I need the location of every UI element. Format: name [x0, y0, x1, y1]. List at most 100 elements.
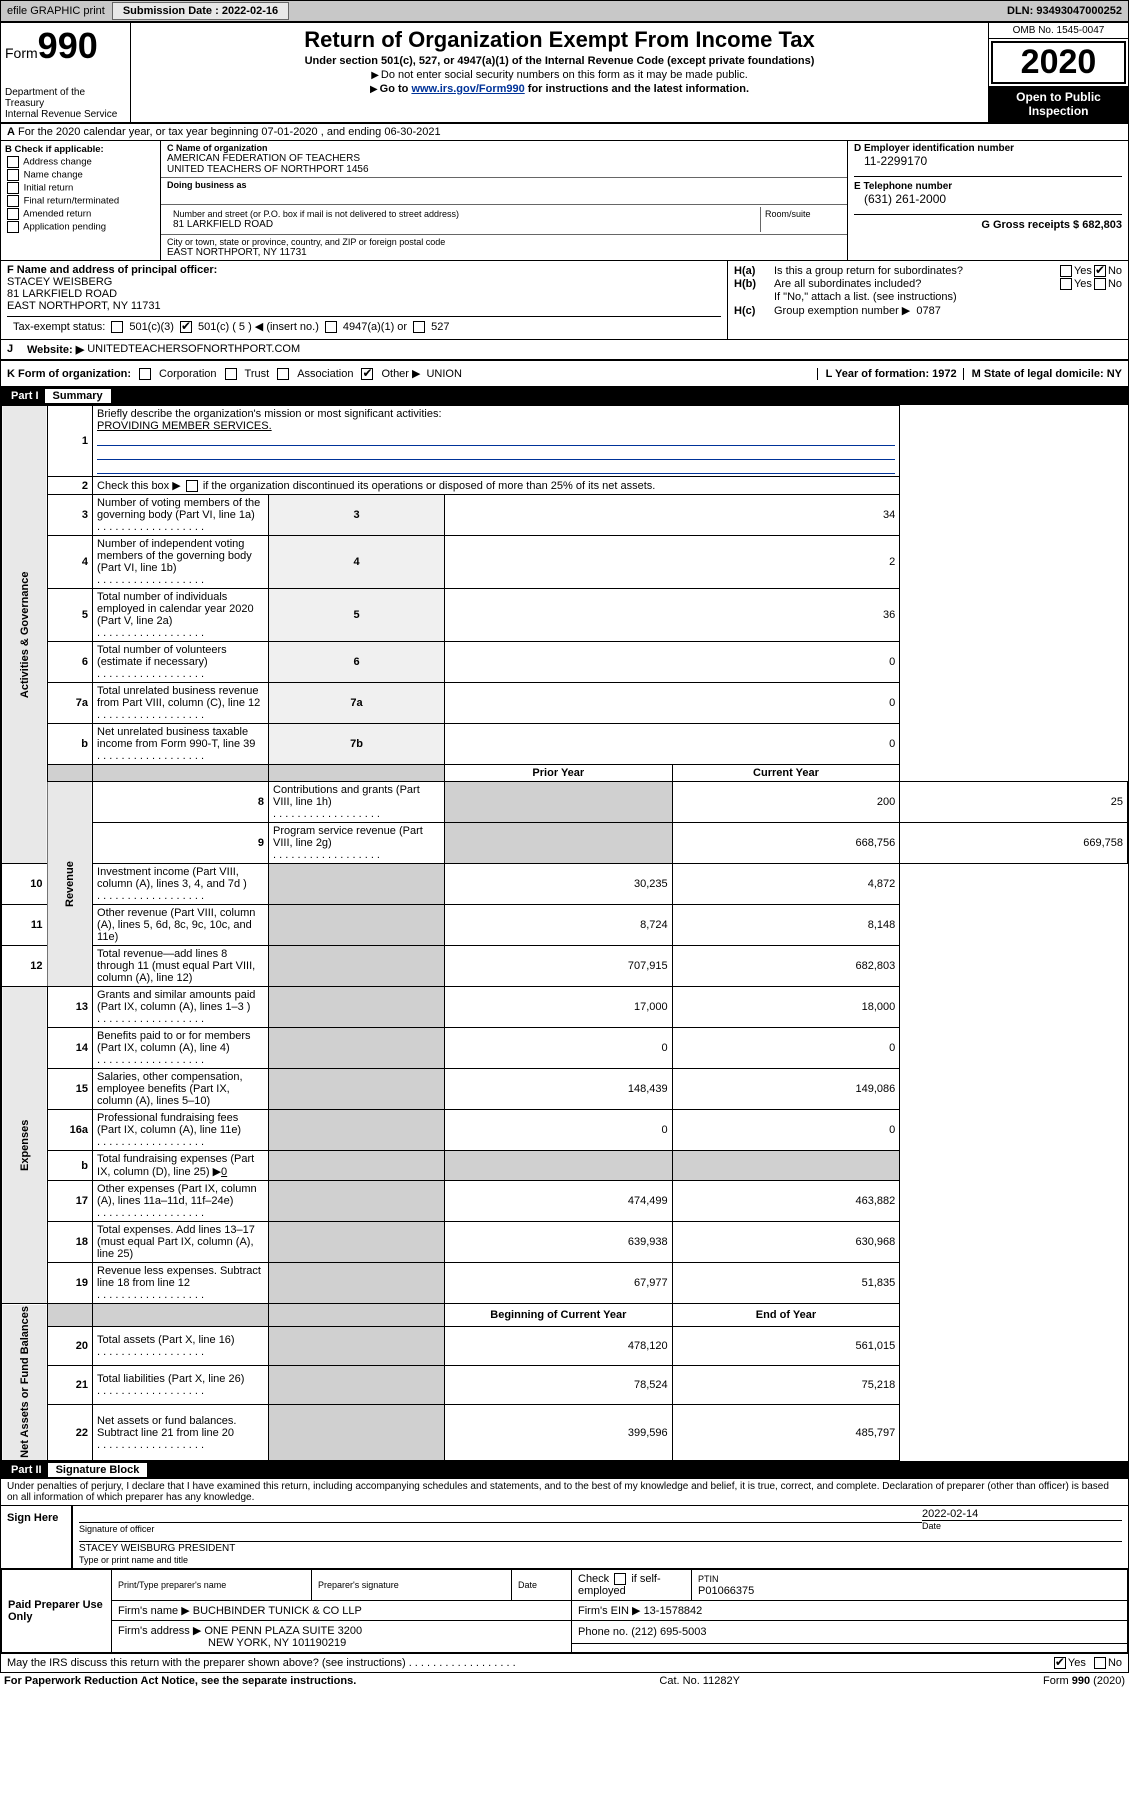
officer-label: F Name and address of principal officer: [7, 264, 217, 276]
org-name: AMERICAN FEDERATION OF TEACHERS UNITED T… [167, 153, 841, 175]
column-d: D Employer identification number 11-2299… [848, 141, 1128, 260]
discuss-row: May the IRS discuss this return with the… [1, 1653, 1128, 1672]
irs-link[interactable]: www.irs.gov/Form990 [411, 83, 524, 95]
cb-trust[interactable] [225, 368, 237, 380]
gross-box: G Gross receipts $ 682,803 [854, 214, 1122, 231]
sig-name-title: STACEY WEISBURG PRESIDENT [79, 1543, 235, 1554]
cb-hb-no[interactable] [1094, 278, 1106, 290]
note2-post: for instructions and the latest informat… [525, 83, 749, 95]
cb-self-employed[interactable] [614, 1573, 626, 1585]
ein-value: 11-2299170 [854, 154, 1122, 168]
header-left: Form990 Department of the Treasury Inter… [1, 23, 131, 122]
room-label: Room/suite [761, 207, 841, 232]
cb-other[interactable] [361, 368, 373, 380]
firm-name: BUCHBINDER TUNICK & CO LLP [193, 1605, 362, 1617]
col-b-label: B Check if applicable: [5, 144, 104, 155]
k-label: K Form of organization: [7, 368, 131, 380]
m-state: M State of legal domicile: NY [972, 368, 1122, 380]
cb-corp[interactable] [139, 368, 151, 380]
footer-right: Form 990 (2020) [1043, 1675, 1125, 1687]
ptin-value: P01066375 [698, 1585, 754, 1597]
4947-label: 4947(a)(1) or [343, 321, 407, 333]
form-subtitle: Under section 501(c), 527, or 4947(a)(1)… [137, 55, 982, 67]
firm-ein: 13-1578842 [644, 1605, 703, 1617]
cb-hb-yes[interactable] [1060, 278, 1072, 290]
tax-year: 2020 [991, 41, 1126, 84]
street-address: 81 LARKFIELD ROAD [173, 219, 273, 230]
part1-title: Summary [45, 389, 111, 403]
cb-527[interactable] [413, 321, 425, 333]
part2-title: Signature Block [48, 1463, 148, 1477]
city-value: EAST NORTHPORT, NY 11731 [167, 247, 841, 258]
cb-discuss-yes[interactable] [1054, 1657, 1066, 1669]
gross-label: G Gross receipts $ [981, 219, 1079, 231]
part2-num: Part II [7, 1464, 46, 1476]
dba-cell: Doing business as [161, 178, 847, 205]
note-ssn: Do not enter social security numbers on … [137, 69, 982, 81]
h-note: If "No," attach a list. (see instruction… [734, 291, 1122, 303]
firm-phone: (212) 695-5003 [631, 1626, 706, 1638]
cb-name-change[interactable]: Name change [5, 169, 156, 181]
efile-label: efile GRAPHIC print [1, 3, 111, 19]
cb-initial-return[interactable]: Initial return [5, 182, 156, 194]
sig-officer-label: Signature of officer [79, 1524, 154, 1534]
cb-app-pending[interactable]: Application pending [5, 221, 156, 233]
gross-value: 682,803 [1082, 219, 1122, 231]
cb-501c5[interactable] [180, 321, 192, 333]
j-label: J [7, 343, 27, 356]
hc-text: Group exemption number ▶ [774, 304, 910, 317]
website-label: Website: ▶ [27, 343, 84, 356]
cb-amended[interactable]: Amended return [5, 208, 156, 220]
page-footer: For Paperwork Reduction Act Notice, see … [0, 1673, 1129, 1689]
cb-discuss-no[interactable] [1094, 1657, 1106, 1669]
addr-cell: Number and street (or P.O. box if mail i… [161, 205, 847, 235]
form-label: Form [5, 45, 38, 61]
form-header: Form990 Department of the Treasury Inter… [1, 23, 1128, 124]
hc-value: 0787 [916, 305, 940, 317]
sig-date-value: 2022-02-14 [922, 1508, 978, 1520]
cb-l2[interactable] [186, 480, 198, 492]
officer-name: STACEY WEISBERG [7, 276, 721, 288]
dept-label: Department of the Treasury Internal Reve… [5, 87, 126, 120]
cb-4947[interactable] [325, 321, 337, 333]
tax-year-text: For the 2020 calendar year, or tax year … [18, 126, 441, 138]
dln-label: DLN: 93493047000252 [1007, 5, 1128, 17]
phone-value: (631) 261-2000 [854, 192, 1122, 206]
tax-exempt-row: Tax-exempt status: 501(c)(3) 501(c) ( 5 … [7, 316, 721, 336]
l1-text: Briefly describe the organization's miss… [97, 408, 441, 420]
cb-501c3[interactable] [111, 321, 123, 333]
l1-value: PROVIDING MEMBER SERVICES. [97, 420, 272, 432]
cb-final-return[interactable]: Final return/terminated [5, 195, 156, 207]
part2-header: Part II Signature Block [1, 1461, 1128, 1479]
open-to-public: Open to Public Inspection [989, 86, 1128, 122]
paid-preparer-label: Paid Preparer Use Only [2, 1569, 112, 1652]
submission-date-button[interactable]: Submission Date : 2022-02-16 [112, 2, 289, 20]
note1-text: Do not enter social security numbers on … [381, 69, 748, 81]
column-b: B Check if applicable: Address change Na… [1, 141, 161, 260]
tax-exempt-label: Tax-exempt status: [13, 321, 105, 333]
addr-label: Number and street (or P.O. box if mail i… [173, 209, 459, 219]
part1-num: Part I [7, 390, 43, 402]
type-name-label: Type or print name and title [79, 1555, 188, 1565]
527-label: 527 [431, 321, 449, 333]
l-year: L Year of formation: 1972 [826, 368, 957, 380]
phone-label: E Telephone number [854, 181, 1122, 192]
cb-ha-yes[interactable] [1060, 265, 1072, 277]
ein-box: D Employer identification number 11-2299… [854, 143, 1122, 168]
org-name-label: C Name of organization [167, 143, 841, 153]
cb-ha-no[interactable] [1094, 265, 1106, 277]
form-990: 990 [38, 25, 98, 66]
hb-text: Are all subordinates included? [774, 278, 1058, 290]
column-f: F Name and address of principal officer:… [1, 261, 728, 339]
part1-header: Part I Summary [1, 387, 1128, 405]
cb-assoc[interactable] [277, 368, 289, 380]
other-value: UNION [426, 368, 461, 380]
triangle-icon [371, 69, 381, 81]
row-j-website: J Website: ▶ UNITEDTEACHERSOFNORTHPORT.C… [1, 340, 1128, 361]
cb-address-change[interactable]: Address change [5, 156, 156, 168]
website-value: UNITEDTEACHERSOFNORTHPORT.COM [87, 343, 300, 356]
section-f-h: F Name and address of principal officer:… [1, 261, 1128, 340]
phone-box: E Telephone number (631) 261-2000 [854, 176, 1122, 206]
form-number: Form990 [5, 25, 126, 67]
column-c: C Name of organization AMERICAN FEDERATI… [161, 141, 848, 260]
